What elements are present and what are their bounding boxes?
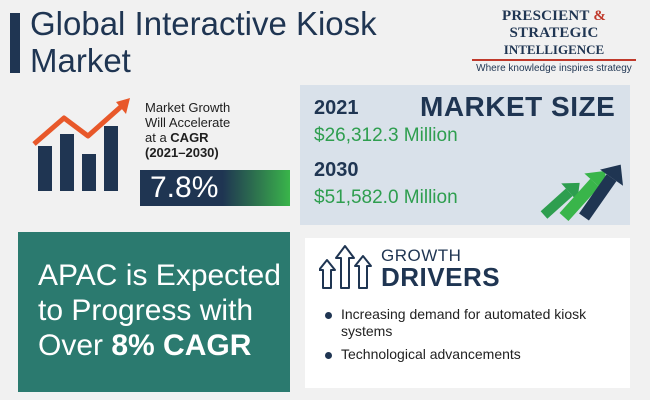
company-logo: PRESCIENT & STRATEGIC INTELLIGENCE Where… bbox=[468, 8, 640, 74]
growth-arrows-icon bbox=[319, 245, 372, 289]
logo-word-strategic: STRATEGIC bbox=[509, 25, 599, 41]
drivers-heading-line-1: GROWTH bbox=[381, 246, 462, 265]
market-year-2030: 2030 bbox=[314, 159, 359, 181]
market-size-panel: MARKET SIZE 2021 $26,312.3 Million 2030 … bbox=[300, 85, 630, 225]
driver-item: Increasing demand for automated kiosk sy… bbox=[323, 306, 623, 340]
bar-chart-up-arrow-icon bbox=[32, 98, 130, 191]
apac-line-3: Over 8% CAGR bbox=[38, 328, 290, 363]
logo-tagline: Where knowledge inspires strategy bbox=[476, 63, 632, 74]
growth-line-3: at a CAGR bbox=[145, 130, 295, 145]
page-title: Global Interactive Kiosk Market bbox=[30, 5, 470, 79]
logo-line-1: PRESCIENT & STRATEGIC bbox=[468, 8, 640, 42]
title-accent-bar bbox=[10, 13, 20, 73]
growth-line-1: Market Growth bbox=[145, 100, 231, 115]
growth-period: (2021–2030) bbox=[145, 145, 219, 160]
market-value-2030: $51,582.0 Million bbox=[314, 187, 458, 208]
logo-line-2: INTELLIGENCE bbox=[503, 42, 605, 57]
apac-cagr-value: 8% CAGR bbox=[111, 329, 252, 362]
market-value-2021: $26,312.3 Million bbox=[314, 125, 458, 146]
market-size-title: MARKET SIZE bbox=[420, 91, 616, 122]
apac-line-2: to Progress with bbox=[38, 294, 254, 327]
logo-word-prescient: PRESCIENT bbox=[501, 8, 594, 24]
growth-line-3-prefix: at a bbox=[145, 130, 171, 145]
logo-divider bbox=[472, 59, 636, 61]
drivers-list: Increasing demand for automated kiosk sy… bbox=[323, 306, 623, 369]
market-arrows-icon bbox=[540, 164, 623, 222]
growth-line-3-cagr: CAGR bbox=[170, 130, 209, 145]
apac-line-3-prefix: Over bbox=[38, 329, 112, 362]
growth-drivers-panel: GROWTH DRIVERS Increasing demand for aut… bbox=[305, 238, 630, 388]
apac-highlight-box: APAC is Expected to Progress with Over 8… bbox=[18, 232, 290, 392]
growth-line-2: Will Accelerate bbox=[145, 115, 231, 130]
drivers-heading-line-2: DRIVERS bbox=[381, 262, 501, 292]
title-line-1: Global Interactive Kiosk bbox=[30, 5, 377, 42]
market-year-2021: 2021 bbox=[314, 97, 359, 119]
title-line-2: Market bbox=[30, 42, 131, 79]
logo-ampersand: & bbox=[593, 8, 607, 24]
cagr-value-box: 7.8% bbox=[140, 170, 290, 206]
growth-description: Market Growth Will Accelerate at a CAGR … bbox=[145, 100, 295, 160]
driver-item: Technological advancements bbox=[323, 346, 623, 363]
apac-line-1: APAC is Expected bbox=[38, 259, 281, 292]
